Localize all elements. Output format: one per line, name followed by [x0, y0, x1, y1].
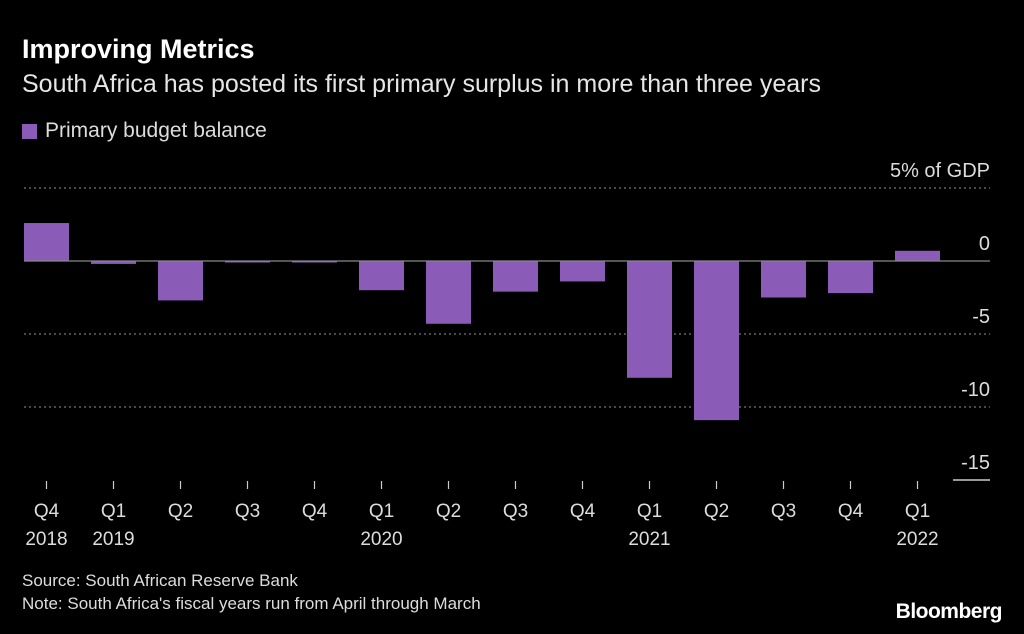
- bar-q3-2020: [493, 261, 538, 292]
- chart-title: Improving Metrics: [22, 34, 255, 64]
- x-tick-label-quarter: Q1: [101, 501, 126, 522]
- x-tick-label-quarter: Q2: [704, 501, 729, 522]
- y-tick-label: 0: [979, 233, 990, 255]
- x-tick-label-year: 2018: [25, 529, 67, 550]
- x-tick-label-quarter: Q3: [503, 501, 528, 522]
- x-tick-label-year: 2022: [896, 529, 938, 550]
- legend-label: Primary budget balance: [45, 119, 267, 142]
- bar-q4-2021: [828, 261, 873, 294]
- x-tick-label-quarter: Q4: [570, 501, 596, 522]
- bloomberg-logo: Bloomberg: [895, 600, 1003, 623]
- bar-q2-2020: [426, 261, 471, 324]
- bar-q1-2022: [895, 250, 940, 261]
- x-tick-label-quarter: Q3: [771, 501, 796, 522]
- x-tick-label-quarter: Q4: [838, 501, 864, 522]
- chart-subtitle: South Africa has posted its first primar…: [22, 70, 821, 98]
- bar-q3-2019: [225, 261, 270, 263]
- x-tick-label-year: 2020: [360, 529, 402, 550]
- bar-q2-2019: [158, 261, 203, 301]
- y-tick-label: -5: [972, 306, 990, 328]
- bar-q4-2019: [292, 261, 337, 263]
- x-tick-label-quarter: Q4: [302, 501, 328, 522]
- bar-q1-2019: [91, 261, 136, 264]
- y-tick-label: -10: [961, 379, 990, 401]
- x-tick-label-quarter: Q2: [436, 501, 461, 522]
- legend: Primary budget balance: [22, 119, 267, 143]
- bar-q2-2021: [694, 261, 739, 421]
- x-tick-label-quarter: Q1: [369, 501, 394, 522]
- x-tick-label-quarter: Q1: [637, 501, 662, 522]
- legend-swatch: [22, 123, 37, 139]
- x-tick-label-quarter: Q1: [905, 501, 930, 522]
- y-tick-label: 5% of GDP: [890, 160, 990, 182]
- bar-q4-2018: [24, 223, 69, 261]
- bar-q4-2020: [560, 261, 605, 282]
- footnote: Note: South Africa's fiscal years run fr…: [22, 594, 481, 613]
- x-tick-label-quarter: Q3: [235, 501, 260, 522]
- x-tick-label-year: 2019: [92, 529, 134, 550]
- x-tick-label-quarter: Q2: [168, 501, 193, 522]
- source-note: Source: South African Reserve Bank: [22, 571, 298, 590]
- x-tick-label-year: 2021: [628, 529, 670, 550]
- bar-q3-2021: [761, 261, 806, 298]
- y-tick-label: -15: [961, 452, 990, 474]
- bar-q1-2021: [627, 261, 672, 378]
- bar-q1-2020: [359, 261, 404, 291]
- x-tick-label-quarter: Q4: [34, 501, 60, 522]
